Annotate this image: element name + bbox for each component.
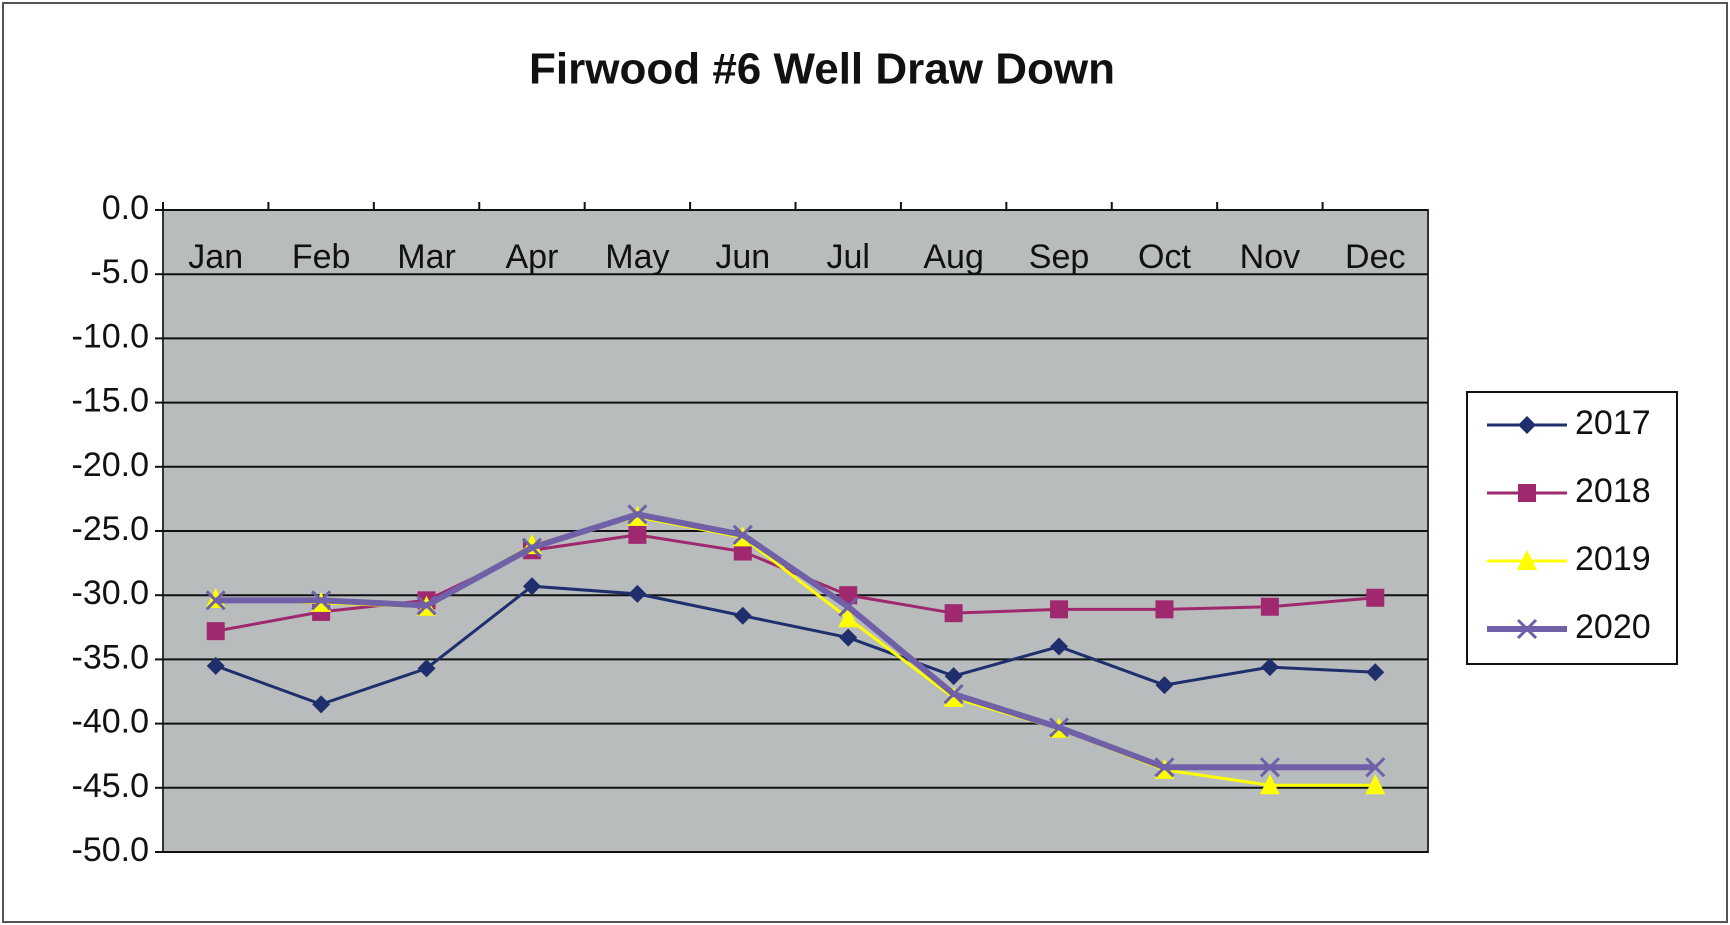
data-point bbox=[417, 659, 436, 678]
data-point bbox=[733, 606, 752, 625]
data-point bbox=[628, 525, 647, 544]
y-tick-label: -10.0 bbox=[72, 317, 150, 355]
data-point bbox=[1050, 637, 1069, 656]
data-point bbox=[1366, 663, 1385, 682]
x-tick-label: Jul bbox=[826, 238, 869, 276]
data-point bbox=[1260, 597, 1279, 616]
legend-marker bbox=[1518, 484, 1536, 502]
data-point bbox=[521, 537, 543, 558]
y-tick-label: -15.0 bbox=[72, 382, 150, 420]
data-point bbox=[1259, 757, 1280, 778]
legend-box bbox=[1466, 391, 1678, 665]
x-tick-label: Feb bbox=[292, 238, 351, 276]
x-tick-label: Aug bbox=[923, 238, 984, 276]
series-line bbox=[215, 511, 1376, 771]
x-tick-label: Apr bbox=[505, 238, 558, 276]
x-tick-label: Jun bbox=[715, 238, 770, 276]
y-tick-label: -25.0 bbox=[72, 510, 150, 548]
series-line bbox=[215, 584, 1376, 706]
legend-label: 2020 bbox=[1575, 608, 1651, 646]
y-tick-label: -5.0 bbox=[90, 253, 149, 291]
data-point bbox=[416, 595, 437, 616]
legend-label: 2018 bbox=[1575, 472, 1651, 510]
data-point bbox=[312, 695, 331, 714]
data-point bbox=[1048, 717, 1070, 738]
y-tick-label: 0.0 bbox=[102, 189, 149, 227]
data-point bbox=[1050, 600, 1069, 619]
data-point bbox=[839, 586, 858, 605]
data-point bbox=[838, 607, 859, 628]
x-tick-label: Oct bbox=[1138, 238, 1191, 276]
data-point bbox=[1366, 588, 1385, 607]
legend-label: 2019 bbox=[1575, 540, 1651, 578]
data-point bbox=[839, 628, 858, 647]
x-tick-label: Jan bbox=[188, 238, 243, 276]
y-tick-label: -40.0 bbox=[72, 703, 150, 741]
data-point bbox=[733, 542, 752, 561]
legend-marker bbox=[1518, 416, 1536, 434]
data-point bbox=[205, 590, 226, 611]
x-tick-label: Mar bbox=[397, 238, 456, 276]
x-tick-label: Nov bbox=[1240, 238, 1300, 276]
data-point bbox=[627, 504, 648, 525]
legend-label: 2017 bbox=[1575, 404, 1651, 442]
data-point bbox=[944, 604, 963, 623]
y-tick-label: -30.0 bbox=[72, 574, 150, 612]
data-point bbox=[522, 577, 541, 596]
y-tick-label: -35.0 bbox=[72, 638, 150, 676]
legend-marker bbox=[1516, 618, 1538, 640]
data-point bbox=[1155, 600, 1174, 619]
data-point bbox=[206, 656, 225, 675]
data-point bbox=[944, 667, 963, 686]
data-point bbox=[838, 596, 859, 617]
data-point bbox=[206, 622, 225, 641]
data-point bbox=[311, 590, 332, 611]
chart-title: Firwood #6 Well Draw Down bbox=[529, 45, 1115, 94]
x-tick-label: Sep bbox=[1029, 238, 1090, 276]
y-tick-label: -50.0 bbox=[72, 831, 150, 869]
data-point bbox=[628, 584, 647, 603]
data-point bbox=[943, 684, 964, 705]
data-point bbox=[1155, 676, 1174, 695]
data-point bbox=[1365, 774, 1386, 795]
data-point bbox=[732, 524, 753, 545]
x-tick-label: May bbox=[605, 238, 669, 276]
data-point bbox=[1260, 658, 1279, 677]
x-tick-label: Dec bbox=[1345, 238, 1405, 276]
legend-marker bbox=[1517, 550, 1537, 570]
y-tick-label: -45.0 bbox=[72, 767, 150, 805]
y-tick-label: -20.0 bbox=[72, 446, 150, 484]
data-point bbox=[1154, 757, 1175, 778]
data-point bbox=[1259, 774, 1280, 795]
data-point bbox=[1365, 757, 1386, 778]
